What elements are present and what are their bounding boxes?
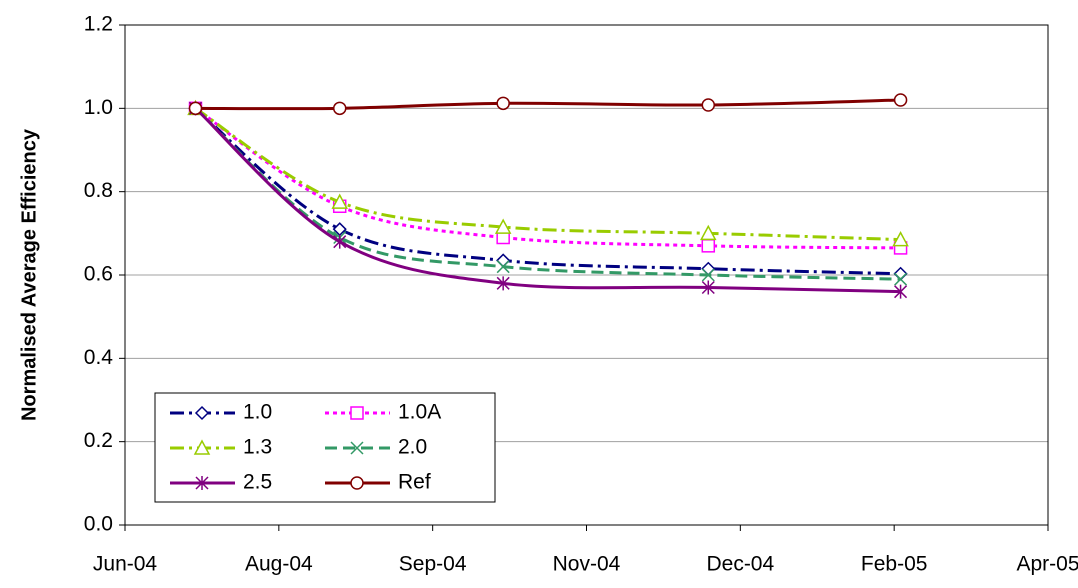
x-tick-label: Aug-04 — [245, 553, 313, 576]
legend-label: Ref — [398, 471, 431, 494]
legend-marker — [193, 439, 211, 455]
x-tick-label: Dec-04 — [706, 553, 774, 576]
x-tick-label: Feb-05 — [861, 553, 928, 576]
y-tick-label: 0.0 — [84, 513, 113, 536]
series-line — [194, 107, 901, 242]
series-line — [194, 107, 901, 281]
y-tick-label: 0.6 — [84, 263, 113, 286]
x-tick-label: Nov-04 — [553, 553, 621, 576]
x-tick-label: Apr-05 — [1016, 553, 1078, 576]
data-point — [701, 98, 716, 112]
data-point — [496, 253, 511, 268]
legend-label: 1.0A — [398, 401, 441, 424]
data-point — [701, 261, 716, 276]
series-line — [194, 107, 901, 294]
y-axis-label: Normalised Average Efficiency — [18, 128, 40, 421]
y-tick-label: 1.2 — [84, 13, 113, 36]
data-point — [332, 101, 347, 116]
data-point — [700, 224, 717, 241]
y-tick-label: 0.8 — [84, 179, 113, 202]
data-point — [331, 193, 348, 209]
data-point — [893, 93, 908, 107]
legend-marker — [350, 406, 364, 420]
data-point — [701, 268, 715, 282]
x-tick-label: Sep-04 — [399, 553, 467, 576]
data-point — [701, 239, 716, 253]
data-point — [496, 260, 510, 274]
series-line — [195, 98, 901, 111]
series-line — [194, 107, 901, 276]
data-point — [892, 231, 909, 247]
data-point — [701, 280, 715, 295]
series-line — [194, 107, 901, 250]
data-point — [496, 96, 510, 111]
y-tick-label: 0.2 — [84, 429, 113, 452]
legend-marker — [194, 405, 210, 421]
legend-marker — [195, 476, 209, 490]
data-point — [894, 272, 908, 286]
plot-border — [124, 24, 1049, 526]
legend-marker — [350, 476, 364, 490]
data-point — [188, 101, 203, 116]
legend-label: 2.0 — [398, 436, 427, 459]
y-tick-label: 0.4 — [84, 346, 114, 369]
data-point — [894, 284, 908, 299]
data-point — [333, 234, 347, 249]
legend: 1.0 1.0A 1.3 2.0 2.5 Ref — [154, 392, 496, 503]
y-tick-label: 1.0 — [84, 96, 113, 119]
legend-label: 1.3 — [243, 436, 272, 459]
legend-label: 1.0 — [243, 401, 272, 424]
data-point — [494, 218, 512, 234]
legend-marker — [350, 441, 364, 455]
legend-label: 2.5 — [243, 471, 272, 494]
x-tick-label: Jun-04 — [93, 553, 158, 576]
data-point — [496, 276, 510, 291]
